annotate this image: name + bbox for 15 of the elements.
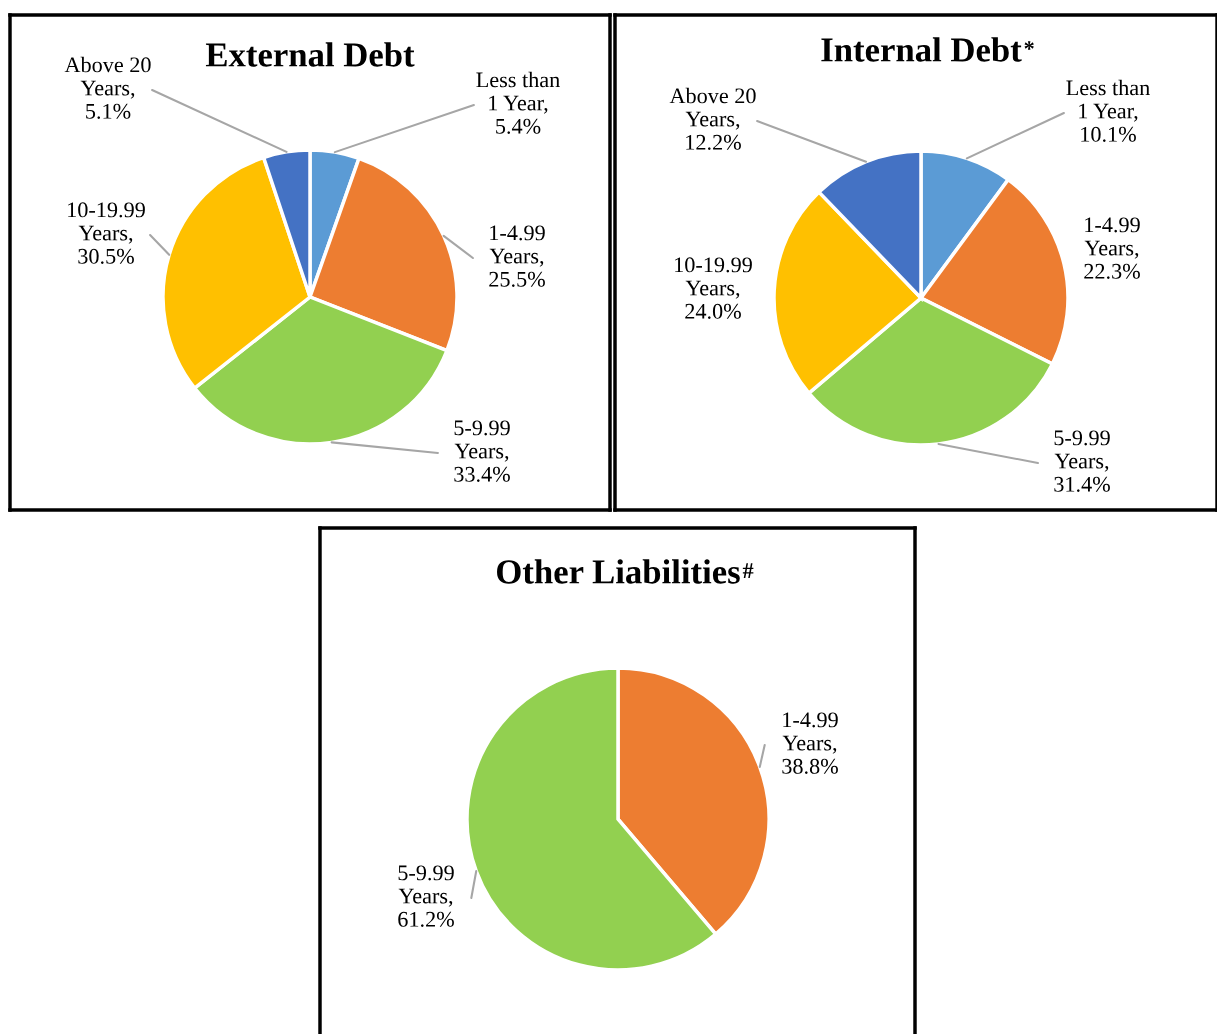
slice-label: 10-19.99 Years, 24.0% <box>675 257 752 319</box>
slice-label: 1-4.99 Years, 38.8% <box>782 712 838 774</box>
slice-label: 1-4.99 Years, 22.3% <box>1084 217 1140 279</box>
slice-label: Above 20 Years, 12.2% <box>669 87 756 150</box>
slice-label: 1-4.99 Years, 25.5% <box>489 225 545 287</box>
chart-title: Other Liabilities# <box>497 559 754 584</box>
slice-label: Less than 1 Year, 5.4% <box>476 71 560 134</box>
slice-label: Above 20 Years, 5.1% <box>64 56 151 119</box>
chart-title: Internal Debt* <box>821 37 1034 62</box>
chart-title: External Debt <box>205 42 415 67</box>
slice-label: 10-19.99 Years, 30.5% <box>68 202 145 264</box>
slice-label: 5-9.99 Years, 61.2% <box>398 865 454 927</box>
slice-label: Less than 1 Year, 10.1% <box>1066 79 1150 142</box>
slice-label: 5-9.99 Years, 33.4% <box>454 420 510 482</box>
slice-label: 5-9.99 Years, 31.4% <box>1054 430 1110 492</box>
